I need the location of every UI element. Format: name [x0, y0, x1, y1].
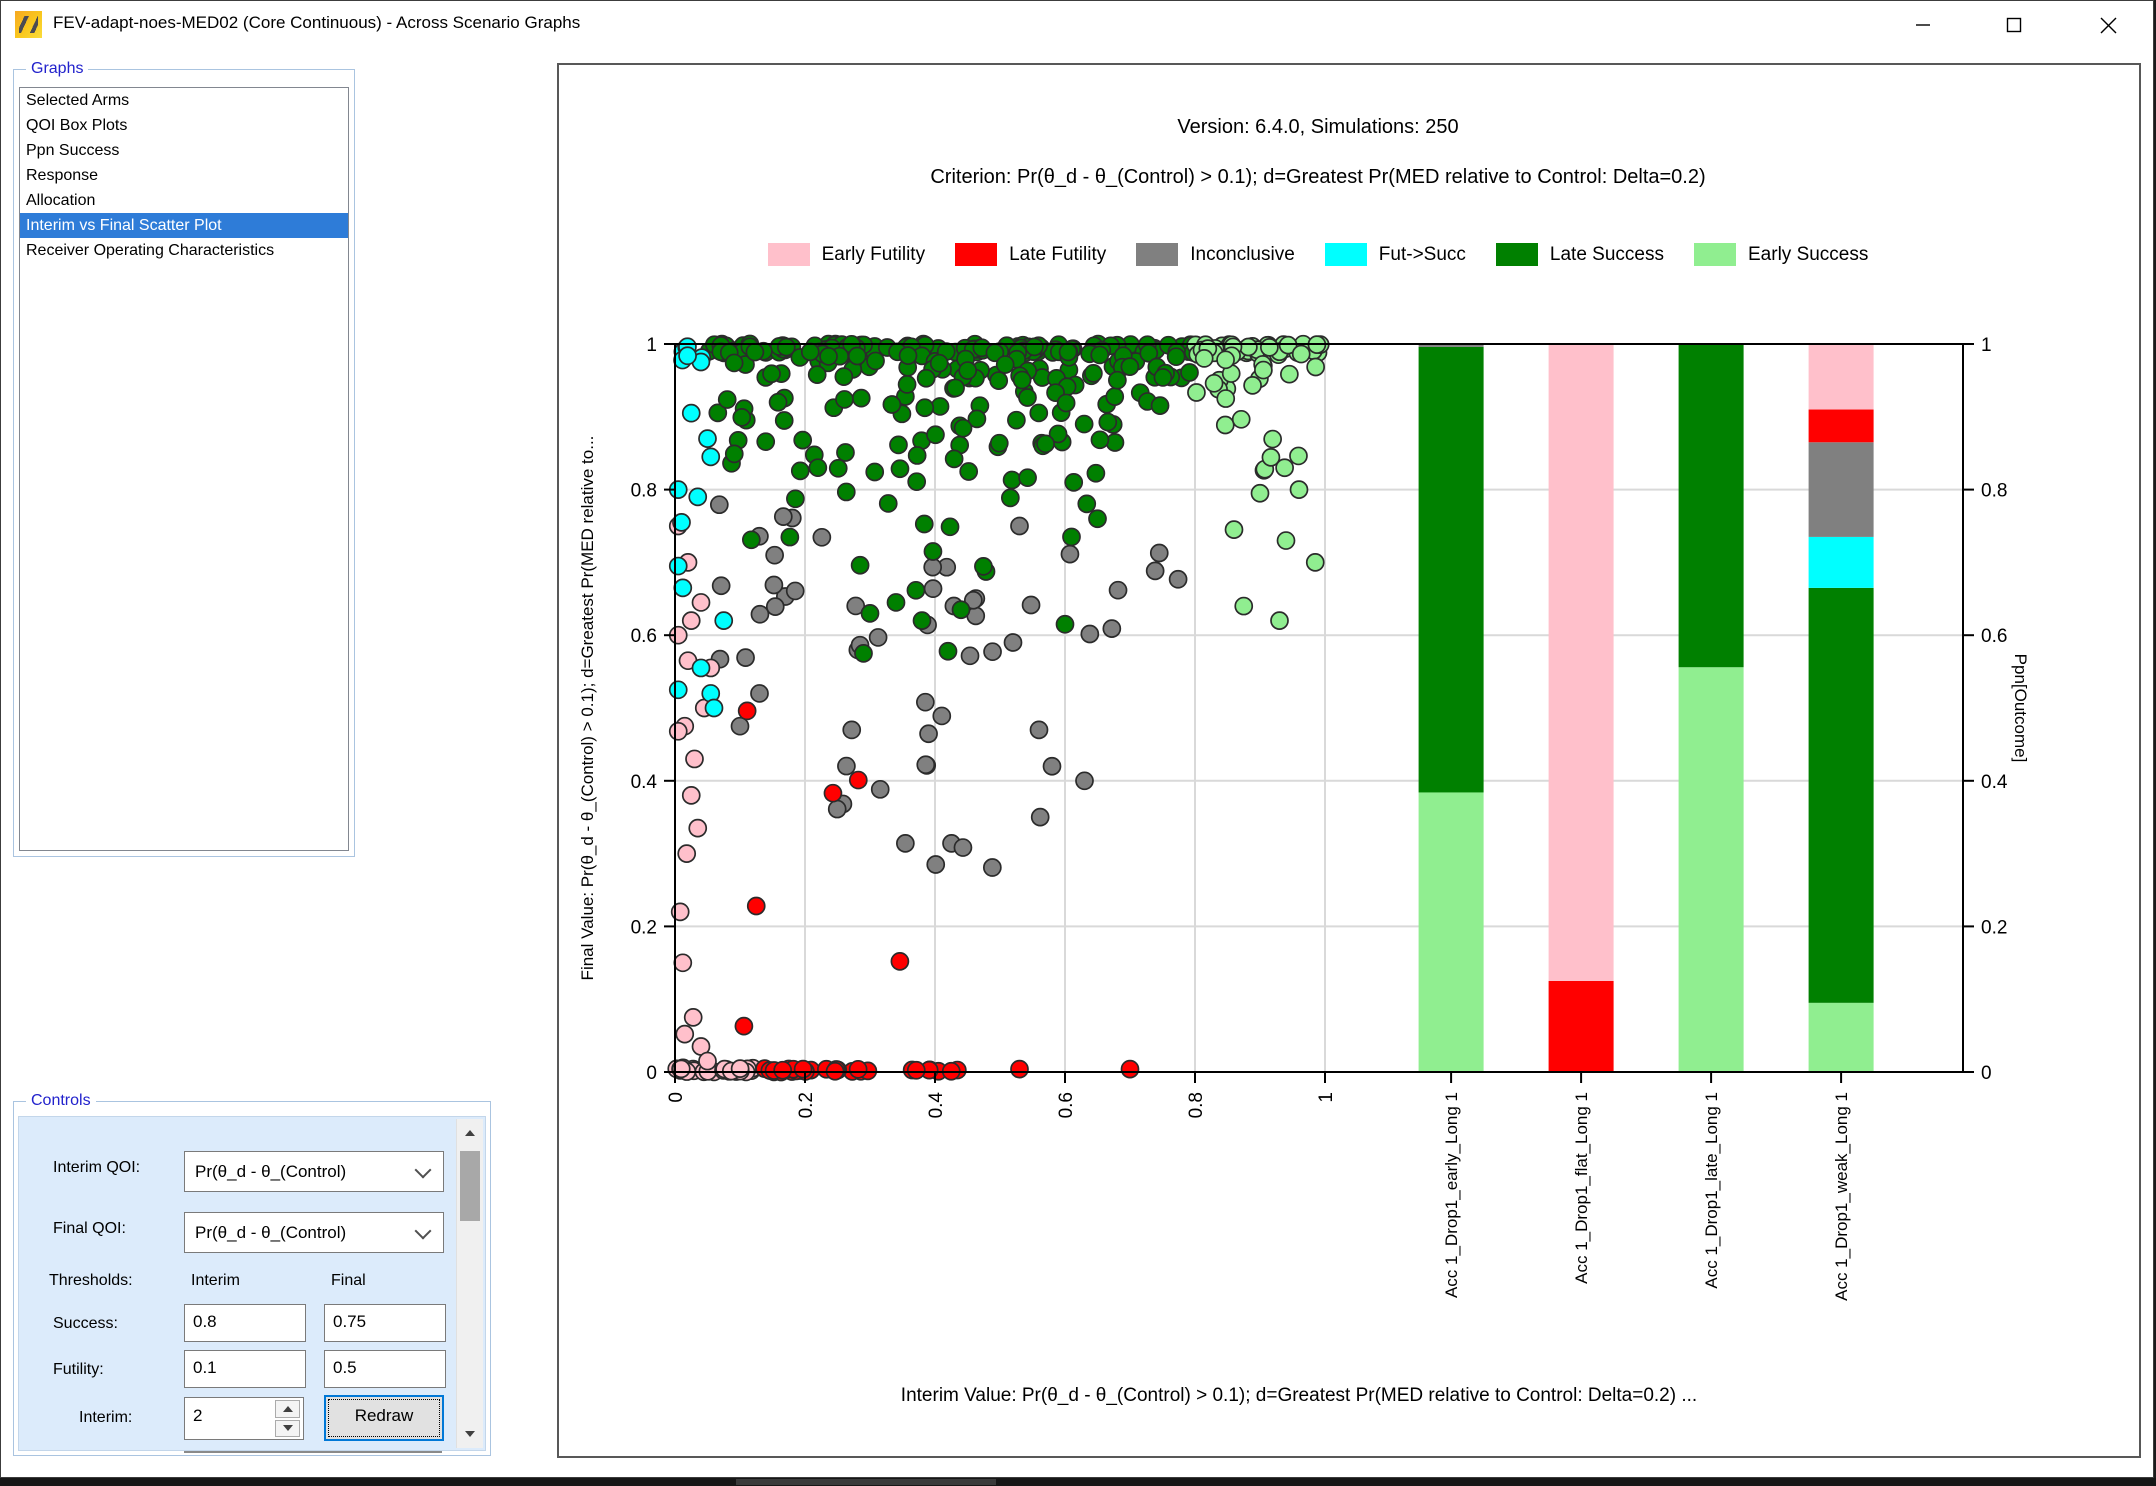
final-qoi-label: Final QOI:: [53, 1220, 126, 1237]
triangle-up-icon: [465, 1130, 475, 1136]
taskbar-strip: [0, 1478, 2156, 1486]
thresholds-label: Thresholds:: [49, 1272, 133, 1289]
spinner-up-button[interactable]: [275, 1400, 300, 1418]
legend-label: Early Success: [1748, 243, 1869, 265]
maximize-icon: [2006, 17, 2022, 33]
legend-item-inconclusive: Inconclusive: [1136, 243, 1295, 266]
minimize-icon: [1916, 24, 1930, 26]
maximize-button[interactable]: [1972, 1, 2056, 49]
controls-panel: Interim QOI: Pr(θ_d - θ_(Control) Final …: [18, 1116, 486, 1453]
controls-groupbox-label: Controls: [26, 1092, 96, 1110]
graphs-groupbox-label: Graphs: [26, 60, 89, 78]
chart-legend: Early Futility Late Futility Inconclusive F…: [495, 243, 2141, 266]
futility-interim-input[interactable]: 0.1: [184, 1350, 306, 1388]
thresholds-col-interim: Interim: [191, 1272, 240, 1289]
controls-scrollbar[interactable]: [456, 1119, 483, 1448]
triangle-down-icon: [282, 1425, 293, 1432]
legend-item-late_success: Late Success: [1495, 243, 1664, 266]
title-bar: FEV-adapt-noes-MED02 (Core Continuous) -…: [1, 1, 2153, 49]
legend-swatch-icon: [1324, 243, 1367, 266]
futility-final-input[interactable]: 0.5: [324, 1350, 446, 1388]
app-logo-slashes-icon: [19, 16, 38, 33]
list-item-selected-arms[interactable]: Selected Arms: [26, 92, 130, 109]
triangle-up-icon: [282, 1405, 293, 1412]
taskbar-icons-hint: [736, 1479, 996, 1485]
list-item-response[interactable]: Response: [26, 167, 99, 184]
legend-item-early_success: Early Success: [1694, 243, 1868, 266]
interim-spinner-value: 2: [193, 1406, 203, 1425]
chevron-down-icon: [414, 1161, 432, 1178]
thresholds-col-final: Final: [331, 1272, 366, 1289]
success-interim-input[interactable]: 0.8: [184, 1304, 306, 1342]
chart-panel: [557, 63, 2141, 1458]
scrollbar-thumb[interactable]: [460, 1151, 480, 1221]
scroll-up-button[interactable]: [457, 1119, 483, 1147]
legend-swatch-icon: [1694, 243, 1736, 266]
interim-qoi-value: Pr(θ_d - θ_(Control): [195, 1161, 347, 1181]
legend-item-late_futility: Late Futility: [955, 243, 1106, 266]
redraw-button[interactable]: Redraw: [324, 1395, 444, 1441]
graphs-groupbox: Graphs Selected Arms QOI Box Plots Ppn S…: [13, 60, 355, 857]
legend-label: Fut->Succ: [1378, 243, 1466, 265]
chart-subtitle: Criterion: Pr(θ_d - θ_(Control) > 0.1); …: [930, 166, 1706, 188]
legend-swatch-icon: [1495, 243, 1538, 266]
graphs-listbox[interactable]: Selected Arms QOI Box Plots Ppn Success …: [19, 87, 349, 851]
list-item-allocation[interactable]: Allocation: [26, 192, 96, 209]
legend-swatch-icon: [767, 243, 810, 266]
success-final-input[interactable]: 0.75: [324, 1304, 446, 1342]
legend-swatch-icon: [1136, 243, 1179, 266]
spinner-down-button[interactable]: [275, 1419, 300, 1437]
legend-label: Inconclusive: [1190, 243, 1295, 265]
list-item-roc[interactable]: Receiver Operating Characteristics: [26, 242, 275, 259]
window-title: FEV-adapt-noes-MED02 (Core Continuous) -…: [53, 13, 581, 32]
final-qoi-value: Pr(θ_d - θ_(Control): [195, 1222, 347, 1242]
legend-label: Late Futility: [1009, 243, 1107, 265]
legend-item-early_futility: Early Futility: [767, 243, 926, 266]
app-icon: [15, 11, 42, 38]
interim-spinner[interactable]: 2: [184, 1397, 304, 1440]
interim-qoi-label: Interim QOI:: [53, 1159, 141, 1176]
list-item-interim-vs-final-scatter-plot[interactable]: Interim vs Final Scatter Plot: [20, 213, 348, 238]
scroll-down-button[interactable]: [457, 1420, 483, 1448]
interim-number-label: Interim:: [79, 1409, 133, 1426]
triangle-down-icon: [465, 1431, 475, 1437]
futility-label: Futility:: [53, 1361, 104, 1378]
separator: [184, 1451, 442, 1453]
final-qoi-dropdown[interactable]: Pr(θ_d - θ_(Control): [184, 1212, 444, 1253]
legend-item-fut_succ: Fut->Succ: [1324, 243, 1466, 266]
controls-groupbox: Controls Interim QOI: Pr(θ_d - θ_(Contro…: [13, 1092, 491, 1456]
minimize-button[interactable]: [1881, 1, 1965, 49]
success-label: Success:: [53, 1315, 118, 1332]
close-button[interactable]: [2066, 1, 2150, 49]
legend-label: Early Futility: [821, 243, 926, 265]
list-item-ppn-success[interactable]: Ppn Success: [26, 142, 120, 159]
legend-label: Late Success: [1549, 243, 1664, 265]
list-item-qoi-box-plots[interactable]: QOI Box Plots: [26, 117, 128, 134]
legend-swatch-icon: [955, 243, 998, 266]
close-icon: [2100, 17, 2116, 33]
chevron-down-icon: [414, 1222, 432, 1239]
chart-title: Version: 6.4.0, Simulations: 250: [1177, 116, 1459, 138]
interim-qoi-dropdown[interactable]: Pr(θ_d - θ_(Control): [184, 1151, 444, 1192]
